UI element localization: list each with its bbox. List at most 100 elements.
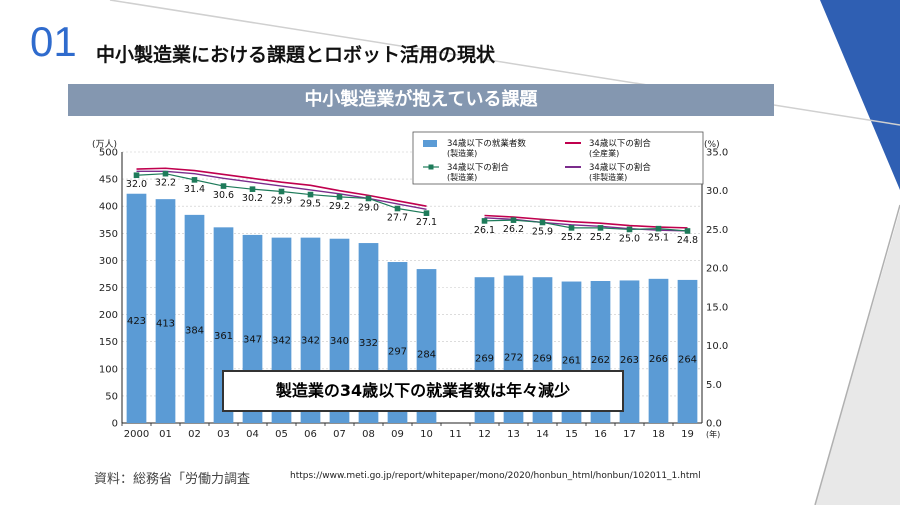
bar-value-label: 340 bbox=[330, 336, 349, 347]
line-marker bbox=[626, 226, 633, 233]
bar-value-label: 262 bbox=[591, 355, 610, 366]
line-value-label: 29.0 bbox=[358, 202, 379, 213]
line-manufacturing bbox=[484, 219, 688, 232]
line-value-label: 30.2 bbox=[242, 193, 263, 204]
legend-label: 34歳以下の就業者数 bbox=[447, 138, 526, 149]
bar-value-label: 269 bbox=[533, 353, 552, 364]
x-tick-label: 10 bbox=[420, 429, 433, 440]
x-tick-label: 12 bbox=[478, 429, 491, 440]
y-tick-label: 0 bbox=[112, 419, 118, 430]
line-marker bbox=[336, 194, 343, 200]
line-marker bbox=[568, 225, 575, 231]
bar-value-label: 384 bbox=[185, 325, 204, 336]
accent-triangle-top bbox=[820, 0, 900, 190]
bar-value-label: 342 bbox=[301, 336, 320, 347]
employment-chart: 0501001502002503003504004505000.05.010.0… bbox=[92, 131, 728, 440]
source-url[interactable]: https://www.meti.go.jp/report/whitepaper… bbox=[290, 471, 701, 481]
x-tick-label: 09 bbox=[391, 429, 404, 440]
x-tick-label: 04 bbox=[246, 429, 259, 440]
line-non-manufacturing bbox=[484, 217, 688, 232]
bar-value-label: 261 bbox=[562, 355, 581, 366]
y2-tick-label: 15.0 bbox=[706, 302, 728, 313]
x-tick-label: 13 bbox=[507, 429, 520, 440]
y2-tick-label: 20.0 bbox=[706, 264, 728, 275]
y-tick-label: 450 bbox=[99, 175, 118, 186]
x-tick-label: 19 bbox=[681, 429, 694, 440]
y-tick-label: 500 bbox=[99, 148, 118, 159]
x-tick-label: 14 bbox=[536, 429, 549, 440]
bar-value-label: 297 bbox=[388, 347, 407, 358]
bar bbox=[677, 279, 698, 423]
y-tick-label: 300 bbox=[99, 256, 118, 267]
bar bbox=[648, 278, 669, 423]
legend-marker bbox=[428, 164, 434, 170]
bar-value-label: 347 bbox=[243, 334, 262, 345]
line-value-label: 25.0 bbox=[619, 233, 640, 244]
y2-tick-label: 0.0 bbox=[706, 419, 722, 430]
y-tick-label: 400 bbox=[99, 202, 118, 213]
bar-value-label: 269 bbox=[475, 353, 494, 364]
bar-value-label: 264 bbox=[678, 355, 697, 366]
y-axis-unit: (万人) bbox=[92, 139, 117, 150]
x-tick-label: 02 bbox=[188, 429, 201, 440]
line-marker bbox=[481, 218, 488, 224]
line-marker bbox=[191, 177, 198, 183]
line-value-label: 32.0 bbox=[126, 179, 147, 190]
legend-sublabel: (非製造業) bbox=[589, 172, 627, 182]
x-tick-label: 15 bbox=[565, 429, 578, 440]
bar bbox=[619, 280, 640, 423]
slide-title: 中小製造業における課題とロボット活用の現状 bbox=[96, 44, 496, 66]
line-value-label: 25.9 bbox=[532, 226, 553, 237]
x-tick-label: 08 bbox=[362, 429, 375, 440]
line-marker bbox=[539, 219, 546, 226]
bar bbox=[126, 193, 147, 423]
y2-tick-label: 25.0 bbox=[706, 225, 728, 236]
callout-box: 製造業の34歳以下の就業者数は年々減少 bbox=[222, 370, 624, 412]
bar-value-label: 284 bbox=[417, 350, 436, 361]
bar-value-label: 342 bbox=[272, 336, 291, 347]
legend-sublabel: (全産業) bbox=[589, 148, 619, 158]
y-tick-label: 100 bbox=[99, 364, 118, 375]
legend-sublabel: (製造業) bbox=[447, 172, 477, 182]
x-axis-unit: (年) bbox=[706, 429, 720, 439]
line-marker bbox=[307, 191, 314, 198]
line-marker bbox=[655, 225, 662, 232]
legend-label: 34歳以下の割合 bbox=[589, 162, 651, 173]
line-value-label: 31.4 bbox=[184, 184, 205, 195]
line-value-label: 26.1 bbox=[474, 225, 495, 236]
bar bbox=[184, 214, 205, 423]
line-value-label: 29.9 bbox=[271, 195, 292, 206]
bar-value-label: 423 bbox=[127, 316, 146, 327]
line-value-label: 29.2 bbox=[329, 201, 350, 212]
line-marker bbox=[597, 225, 604, 231]
legend-sublabel: (製造業) bbox=[447, 148, 477, 158]
y-tick-label: 50 bbox=[105, 391, 118, 402]
x-tick-label: 11 bbox=[449, 429, 462, 440]
x-tick-label: 06 bbox=[304, 429, 317, 440]
slide-number: 01 bbox=[30, 18, 77, 65]
y-tick-label: 350 bbox=[99, 229, 118, 240]
bar-value-label: 332 bbox=[359, 338, 378, 349]
line-marker bbox=[220, 183, 227, 189]
x-tick-label: 01 bbox=[159, 429, 172, 440]
line-value-label: 30.6 bbox=[213, 190, 234, 201]
x-tick-label: 05 bbox=[275, 429, 288, 440]
bar-value-label: 263 bbox=[620, 355, 639, 366]
line-value-label: 25.2 bbox=[561, 232, 582, 243]
x-tick-label: 18 bbox=[652, 429, 665, 440]
line-marker bbox=[510, 217, 517, 223]
line-value-label: 29.5 bbox=[300, 199, 321, 210]
y-tick-label: 200 bbox=[99, 310, 118, 321]
legend-label: 34歳以下の割合 bbox=[589, 138, 651, 149]
x-tick-label: 07 bbox=[333, 429, 346, 440]
line-non-manufacturing bbox=[136, 170, 427, 210]
line-value-label: 27.1 bbox=[416, 217, 437, 228]
line-marker bbox=[278, 188, 285, 195]
bar-value-label: 266 bbox=[649, 354, 668, 365]
line-marker bbox=[423, 210, 430, 216]
legend-box bbox=[412, 131, 704, 185]
bar-value-label: 272 bbox=[504, 353, 523, 364]
x-tick-label: 03 bbox=[217, 429, 230, 440]
y-tick-label: 150 bbox=[99, 337, 118, 348]
